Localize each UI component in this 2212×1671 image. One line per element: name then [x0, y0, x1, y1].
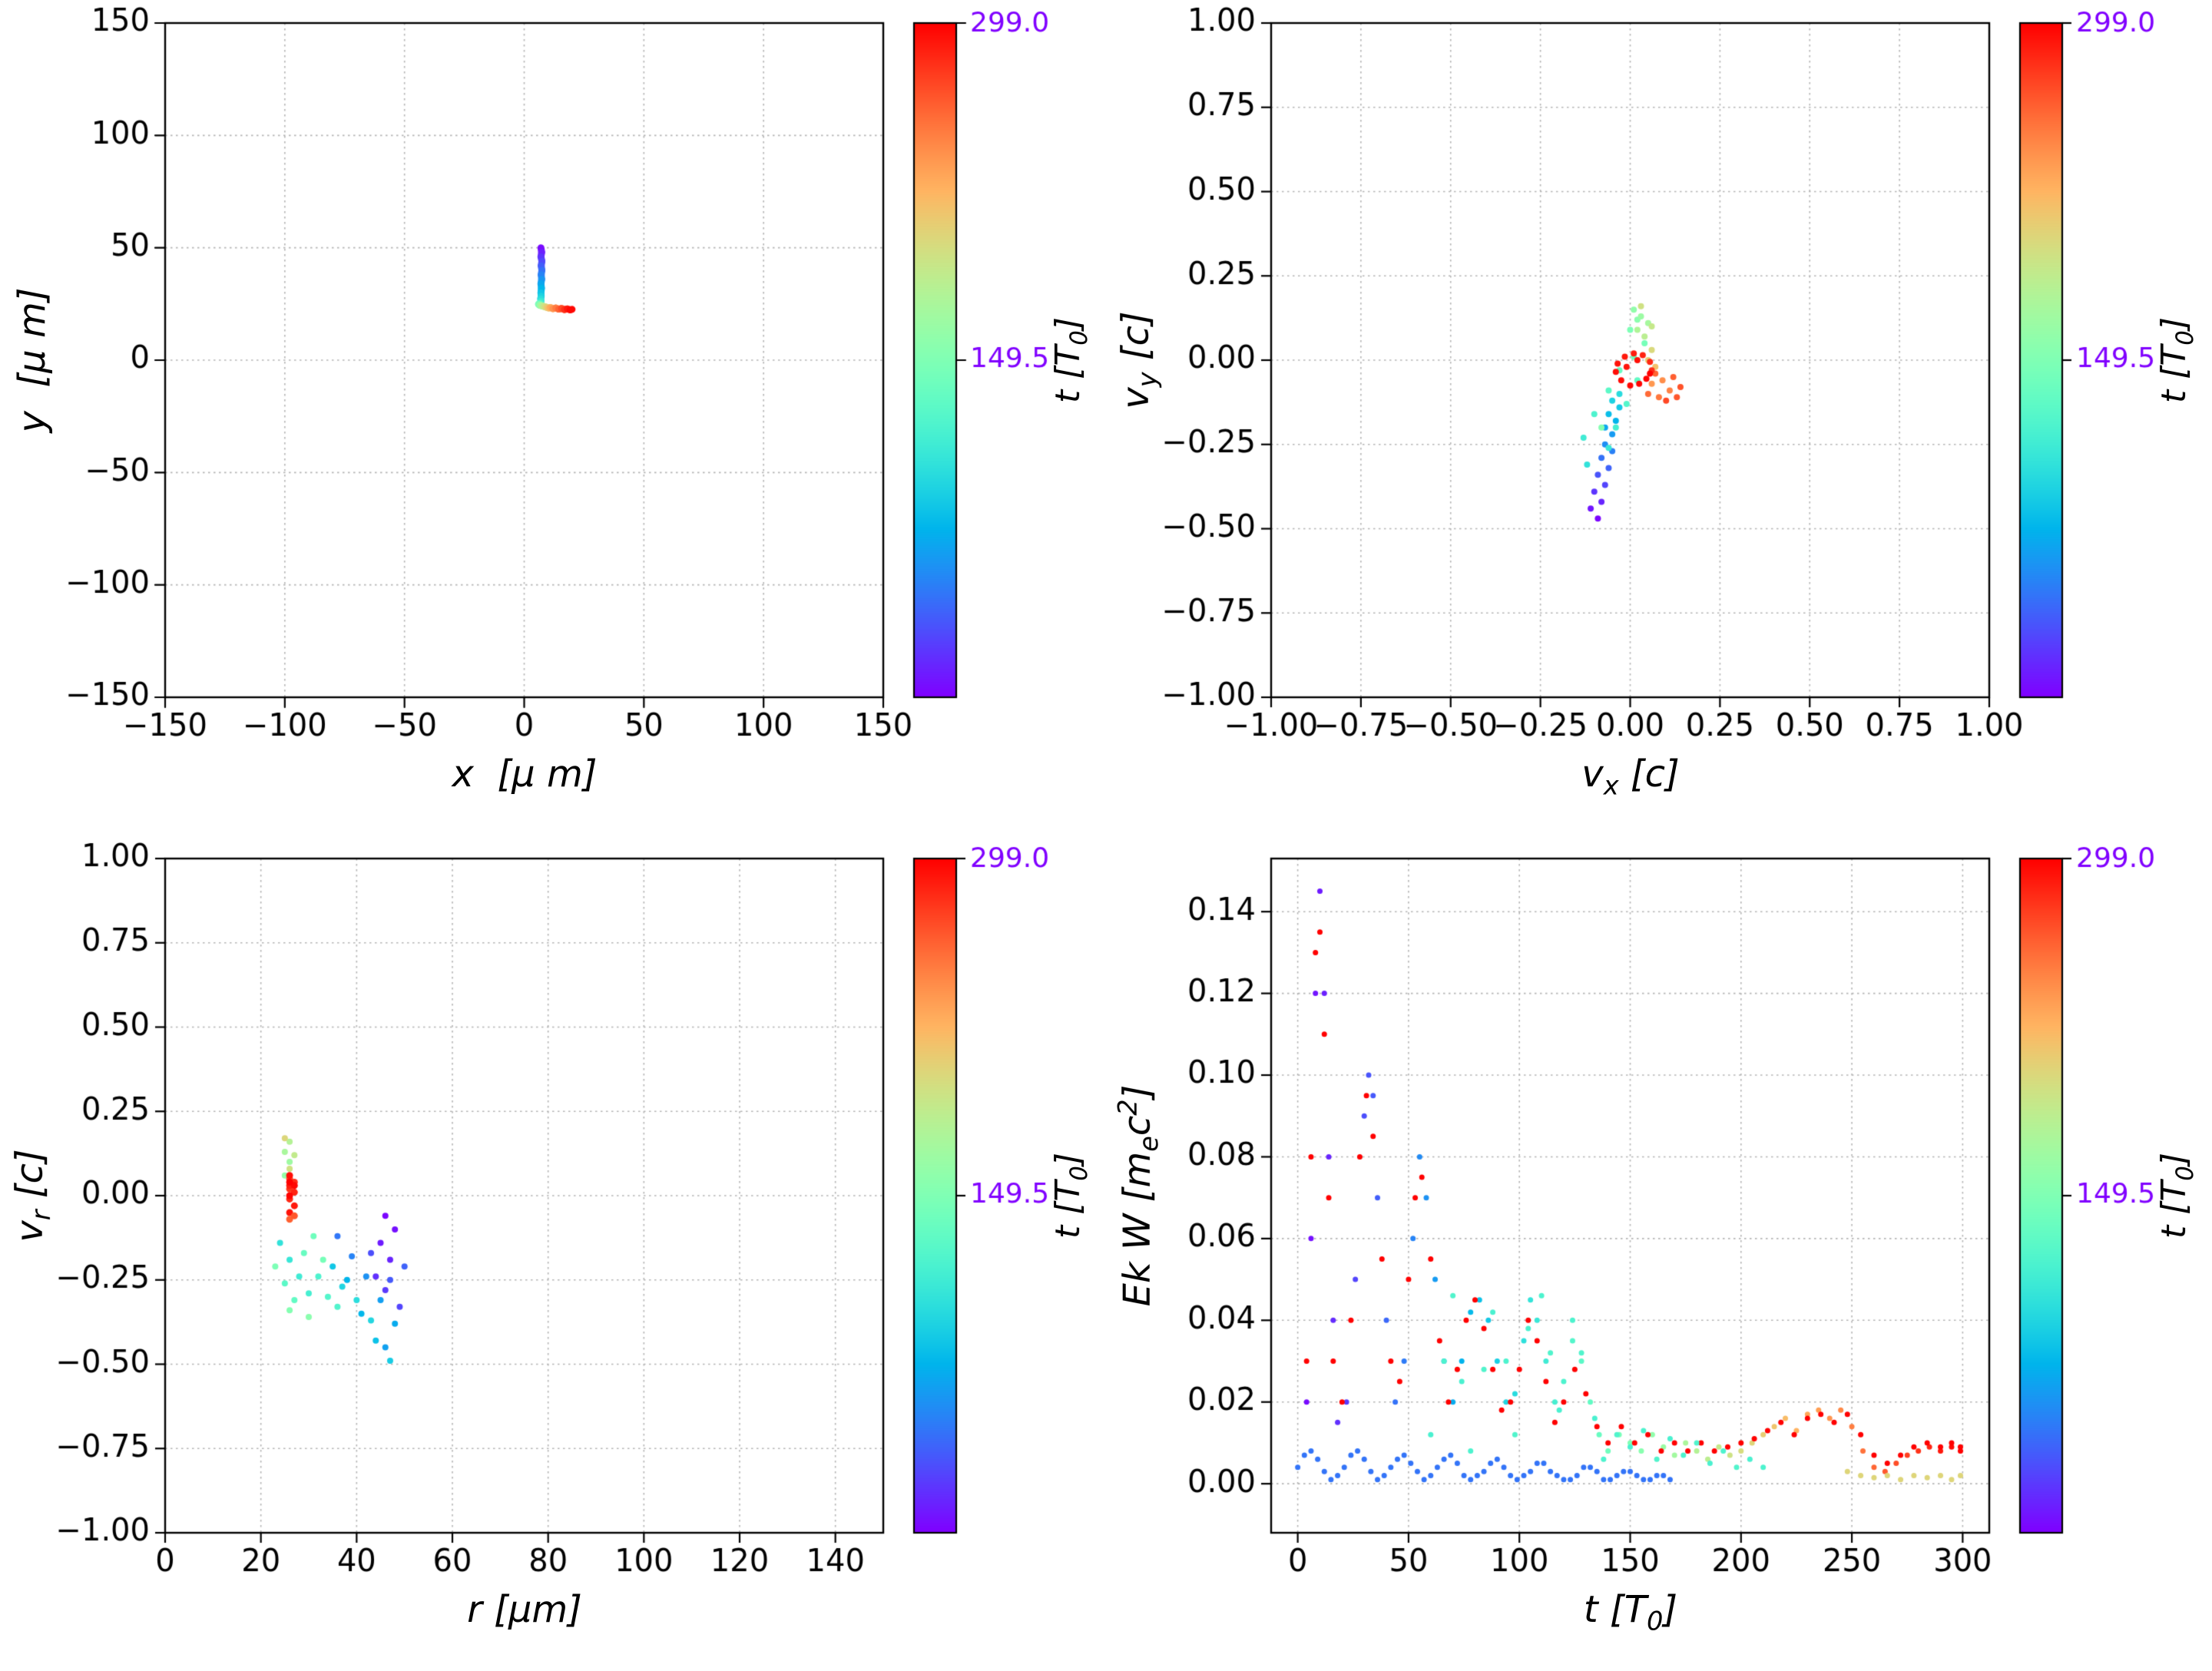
rvr-ylabel: vr [c] [8, 1149, 57, 1242]
panel-rvr: vr [c] r [μm] t [T0] [0, 836, 1106, 1671]
panel-vxvy: vy [c] vx [c] t [T0] [1106, 0, 2212, 836]
vxvy-ylabel: vy [c] [1114, 311, 1163, 409]
vxvy-plot-canvas [1106, 0, 2212, 836]
vxvy-xlabel: vx [c] [1581, 753, 1680, 801]
vxvy-colorbar-label: t [T0] [2154, 316, 2199, 404]
energy-ylabel: Ek W [mec2] [1112, 1084, 1164, 1307]
xy-xlabel: x [μ m] [452, 753, 598, 796]
panel-energy: Ek W [mec2] t [T0] t [T0] [1106, 836, 2212, 1671]
rvr-colorbar-label: t [T0] [1048, 1152, 1093, 1239]
rvr-xlabel: r [μm] [467, 1588, 582, 1631]
energy-xlabel: t [T0] [1583, 1588, 1678, 1636]
xy-colorbar-label: t [T0] [1048, 316, 1093, 404]
rvr-plot-canvas [0, 836, 1106, 1671]
xy-plot-canvas [0, 0, 1106, 836]
panel-xy: y [μ m] x [μ m] t [T0] [0, 0, 1106, 836]
energy-colorbar-label: t [T0] [2154, 1152, 2199, 1239]
xy-ylabel: y [μ m] [11, 287, 54, 433]
energy-plot-canvas [1106, 836, 2212, 1671]
